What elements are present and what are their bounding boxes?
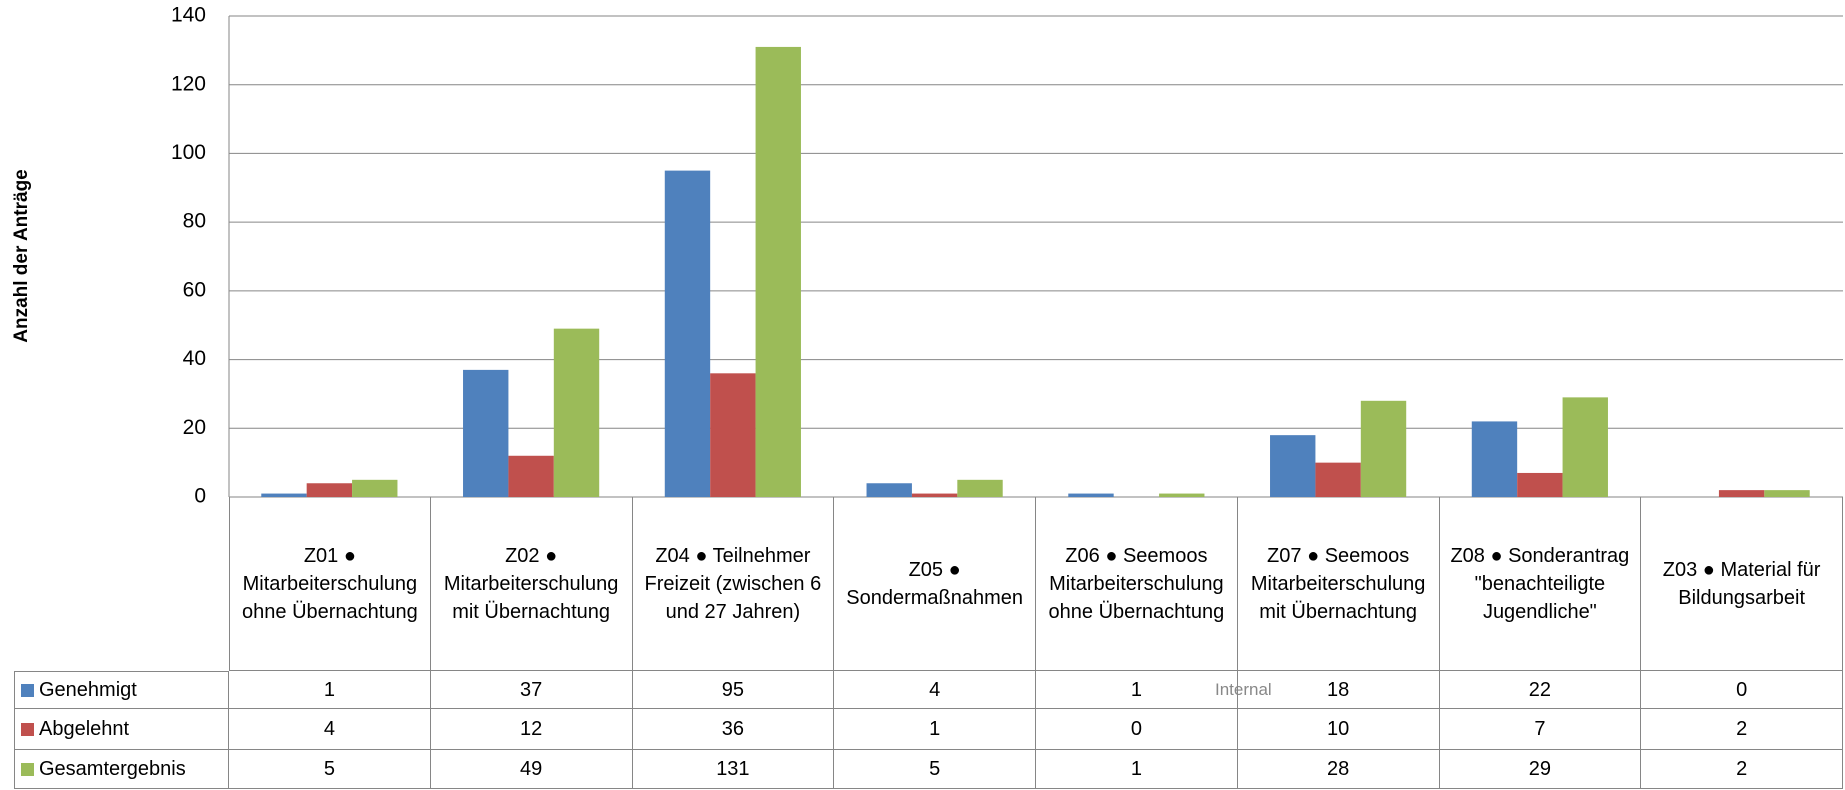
table-value: 0 xyxy=(1641,671,1843,709)
category-label: Z04 ● Teilnehmer Freizeit (zwischen 6 un… xyxy=(632,497,835,671)
table-value: 49 xyxy=(430,750,633,789)
bar xyxy=(1315,462,1361,497)
bar xyxy=(911,493,958,497)
table-value: 1 xyxy=(229,671,431,709)
bar xyxy=(866,483,912,497)
watermark: Internal xyxy=(1215,680,1272,699)
table-value: 36 xyxy=(632,709,835,750)
y-axis-title: Anzahl der Anträge xyxy=(11,169,32,343)
legend-entry: Genehmigt xyxy=(14,671,229,709)
bar xyxy=(664,170,711,497)
y-tick-label: 140 xyxy=(171,4,206,27)
bar xyxy=(1471,421,1518,497)
table-value: 18 xyxy=(1237,671,1440,709)
y-tick-label: 40 xyxy=(183,347,206,370)
table-value: 2 xyxy=(1641,709,1843,750)
table-value: 10 xyxy=(1237,709,1440,750)
bar xyxy=(553,328,600,497)
table-value: 7 xyxy=(1439,709,1642,750)
category-label: Z02 ● Mitarbeiterschulung mit Übernachtu… xyxy=(430,497,633,671)
table-value: 29 xyxy=(1439,750,1642,789)
table-value: 5 xyxy=(834,750,1036,789)
bar xyxy=(1270,435,1316,497)
category-label: Z08 ● Sonderantrag "benachteiligte Jugen… xyxy=(1439,497,1642,671)
bar xyxy=(1159,493,1205,497)
bar xyxy=(1360,400,1407,497)
bar xyxy=(352,479,398,497)
category-label: Z06 ● Seemoos Mitarbeiterschulung ohne Ü… xyxy=(1036,497,1238,671)
table-value: 2 xyxy=(1641,750,1843,789)
legend-label: Abgelehnt xyxy=(39,718,130,740)
category-label: Z05 ● Sondermaßnahmen xyxy=(834,497,1036,671)
table-value: 4 xyxy=(229,709,431,750)
table-value: 5 xyxy=(229,750,431,789)
table-value: 28 xyxy=(1237,750,1440,789)
table-value: 4 xyxy=(834,671,1036,709)
y-tick-label: 120 xyxy=(171,72,206,95)
table-value: 1 xyxy=(834,709,1036,750)
y-tick-label: 100 xyxy=(171,141,206,164)
table-value: 0 xyxy=(1036,709,1238,750)
bar xyxy=(261,493,307,497)
legend-entry: Abgelehnt xyxy=(14,709,229,750)
bar xyxy=(1764,490,1810,497)
bar xyxy=(306,483,353,497)
bar xyxy=(463,369,509,497)
bar xyxy=(1068,493,1114,497)
table-value: 131 xyxy=(632,750,835,789)
legend-label: Genehmigt xyxy=(39,679,137,701)
bar xyxy=(957,479,1003,497)
y-tick-label: 0 xyxy=(194,485,206,508)
legend-label: Gesamtergebnis xyxy=(39,758,186,780)
bar xyxy=(508,455,554,497)
table-value: 1 xyxy=(1036,750,1238,789)
bar xyxy=(755,46,801,498)
category-label: Z01 ● Mitarbeiterschulung ohne Übernacht… xyxy=(229,497,431,671)
legend-swatch xyxy=(21,762,34,776)
y-tick-label: 80 xyxy=(183,210,206,233)
category-label: Z07 ● Seemoos Mitarbeiterschulung mit Üb… xyxy=(1237,497,1440,671)
table-value: 22 xyxy=(1439,671,1642,709)
legend-swatch xyxy=(21,722,34,736)
table-value: 95 xyxy=(632,671,835,709)
table-value: 12 xyxy=(430,709,633,750)
table-value: 1 xyxy=(1036,671,1238,709)
y-tick-label: 20 xyxy=(183,416,206,439)
bar xyxy=(1517,472,1563,497)
legend-entry: Gesamtergebnis xyxy=(14,750,229,789)
bar xyxy=(710,373,756,497)
bar xyxy=(1562,397,1608,497)
legend-swatch xyxy=(21,683,34,697)
table-value: 37 xyxy=(430,671,633,709)
category-label: Z03 ● Material für Bildungsarbeit xyxy=(1641,497,1843,671)
bar xyxy=(1718,490,1765,497)
y-tick-label: 60 xyxy=(183,278,206,301)
